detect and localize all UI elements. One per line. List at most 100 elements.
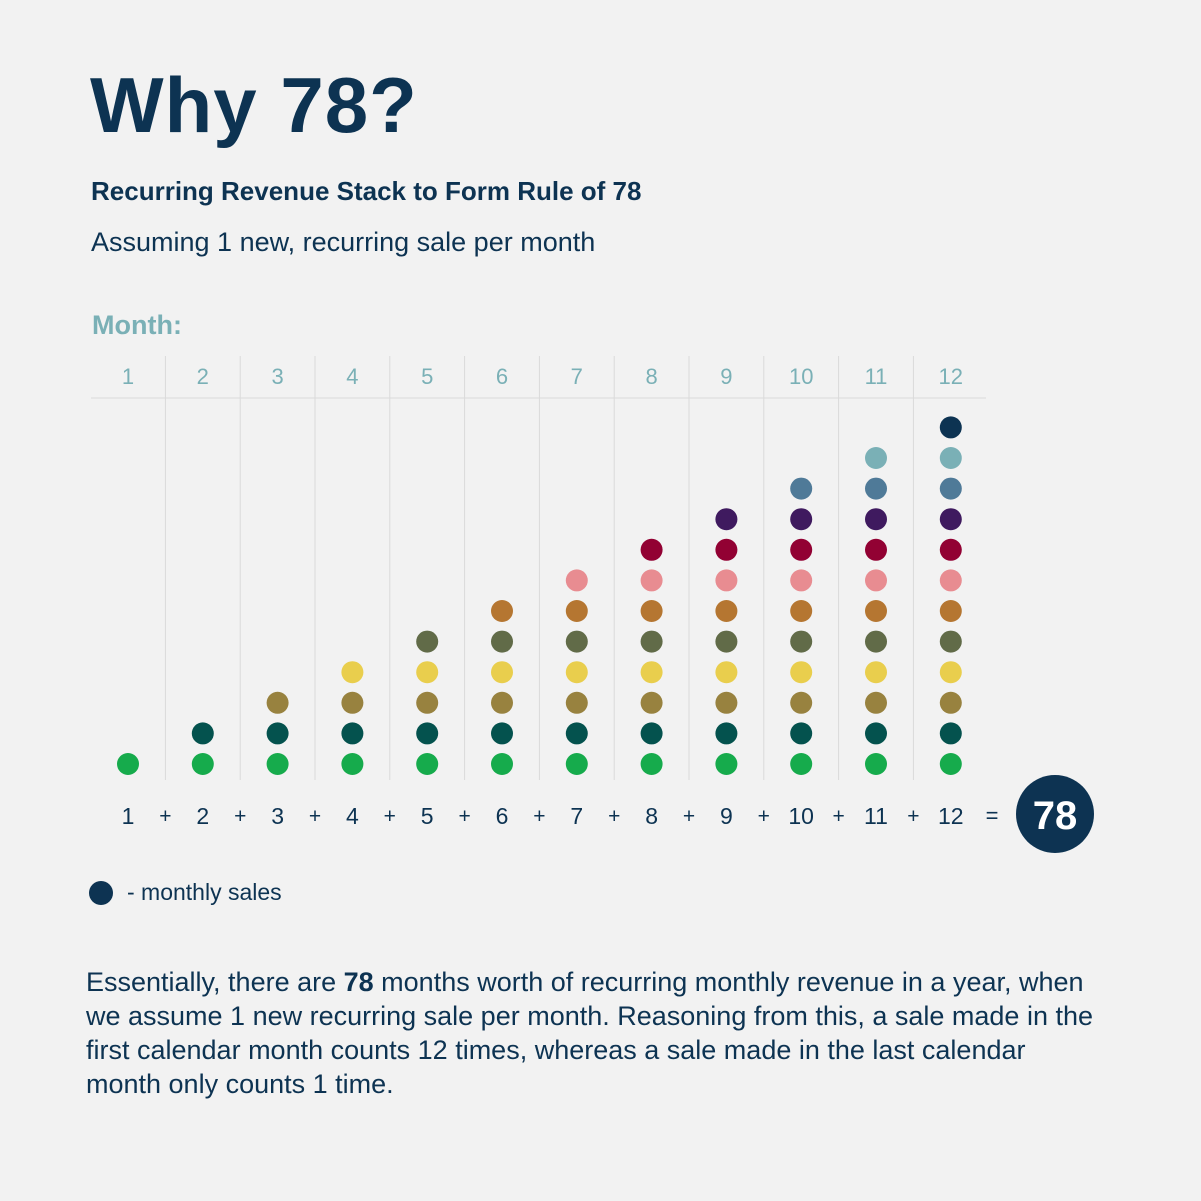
sale-dot (640, 538, 663, 561)
plus-sign: + (758, 805, 770, 828)
sale-dot (640, 661, 663, 684)
sale-dot (565, 600, 588, 622)
equation-term: 6 (496, 803, 509, 829)
month-tick-label: 11 (865, 364, 888, 389)
sale-dot (865, 538, 887, 561)
sale-dot (865, 477, 887, 500)
sale-dot (491, 630, 513, 653)
sale-dot (491, 600, 513, 622)
dot-stack-chart: 1 2 3 4 5 6 7 8 9 10 11 121 +2 +3 +4 +5 +6 +7 +8 +9 +10 +11 +1… (91, 356, 1094, 853)
sale-dot (640, 753, 663, 775)
sale-dot (416, 691, 439, 714)
month-tick-label: 10 (789, 364, 813, 389)
sale-dot (865, 600, 887, 622)
month-tick-label: 8 (645, 364, 657, 389)
legend-dot-icon (89, 880, 113, 905)
sale-dot (715, 691, 738, 714)
sale-dot (790, 508, 813, 531)
sale-dot (865, 722, 887, 745)
sale-dot (865, 569, 887, 592)
paragraph-before: Essentially, there are (86, 967, 344, 997)
sale-dot (790, 722, 813, 745)
plus-sign: + (159, 805, 171, 828)
month-tick-label: 3 (271, 364, 283, 389)
month-tick-label: 7 (571, 364, 583, 389)
paragraph-after: months worth of recurring monthly revenu… (86, 967, 1094, 1099)
sale-dot (565, 661, 588, 684)
plus-sign: + (309, 805, 321, 828)
sale-dot (715, 538, 738, 561)
total-value: 78 (1033, 794, 1078, 838)
equation-term: 7 (570, 803, 583, 829)
sale-dot (640, 691, 663, 714)
sale-dot (191, 753, 214, 775)
month-tick-label: 4 (346, 364, 358, 389)
equation-term: 1 (122, 803, 135, 829)
sale-dot (565, 691, 588, 714)
total-badge (1016, 775, 1094, 853)
sale-dot (939, 538, 962, 561)
plus-sign: + (533, 805, 545, 828)
sale-dot (640, 630, 663, 653)
sale-dot (939, 508, 962, 531)
sale-dot (341, 753, 364, 775)
sale-dot (790, 630, 813, 653)
sale-dot (640, 569, 663, 592)
sale-dot (715, 630, 738, 653)
sale-dot (715, 600, 738, 622)
equation-term: 3 (271, 803, 284, 829)
sale-dot (939, 447, 962, 469)
sale-dot (565, 630, 588, 653)
equation-term: 9 (720, 803, 733, 829)
sale-dot (416, 630, 439, 653)
sale-dot (939, 661, 962, 684)
sale-dot (939, 630, 962, 653)
sale-dot (715, 753, 738, 775)
plus-sign: + (458, 805, 470, 828)
month-tick-label: 1 (122, 364, 134, 389)
month-tick-label: 9 (720, 364, 732, 389)
sale-dot (939, 722, 962, 745)
plus-sign: + (608, 805, 620, 828)
plus-sign: + (234, 805, 246, 828)
month-tick-label: 2 (197, 364, 209, 389)
sale-dot (416, 753, 439, 775)
plus-sign: + (907, 805, 919, 828)
sale-dot (790, 600, 813, 622)
month-axis-label: Month: (92, 310, 182, 340)
sale-dot (565, 722, 588, 745)
equation-term: 2 (196, 803, 209, 829)
explanation-paragraph: Essentially, there are 78 months worth o… (86, 965, 1096, 1101)
sale-dot (790, 569, 813, 592)
equation-term: 5 (421, 803, 434, 829)
sale-dot (266, 722, 289, 745)
sale-dot (491, 753, 513, 775)
sale-dot (790, 538, 813, 561)
sale-dot (939, 477, 962, 500)
sale-dot (416, 722, 439, 745)
page-title: Why 78? (90, 61, 418, 149)
sale-dot (491, 722, 513, 745)
sale-dot (939, 600, 962, 622)
sale-dot (266, 691, 289, 714)
sale-dot (790, 661, 813, 684)
equation-term: 4 (346, 803, 359, 829)
sale-dot (865, 508, 887, 531)
equals-sign: = (986, 803, 999, 828)
sale-dot (790, 691, 813, 714)
month-tick-label: 12 (939, 364, 963, 389)
sale-dot (865, 630, 887, 653)
paragraph-bold-number: 78 (343, 967, 374, 997)
month-tick-label: 6 (496, 364, 508, 389)
sale-dot (640, 722, 663, 745)
equation-term: 8 (645, 803, 658, 829)
sale-dot (715, 569, 738, 592)
sale-dot (939, 569, 962, 592)
equation-term: 11 (864, 803, 888, 829)
sale-dot (416, 661, 439, 684)
sale-dot (341, 722, 364, 745)
sale-dot (341, 661, 364, 684)
sale-dot (865, 691, 887, 714)
sale-dot (640, 600, 663, 622)
sale-dot (865, 753, 887, 775)
